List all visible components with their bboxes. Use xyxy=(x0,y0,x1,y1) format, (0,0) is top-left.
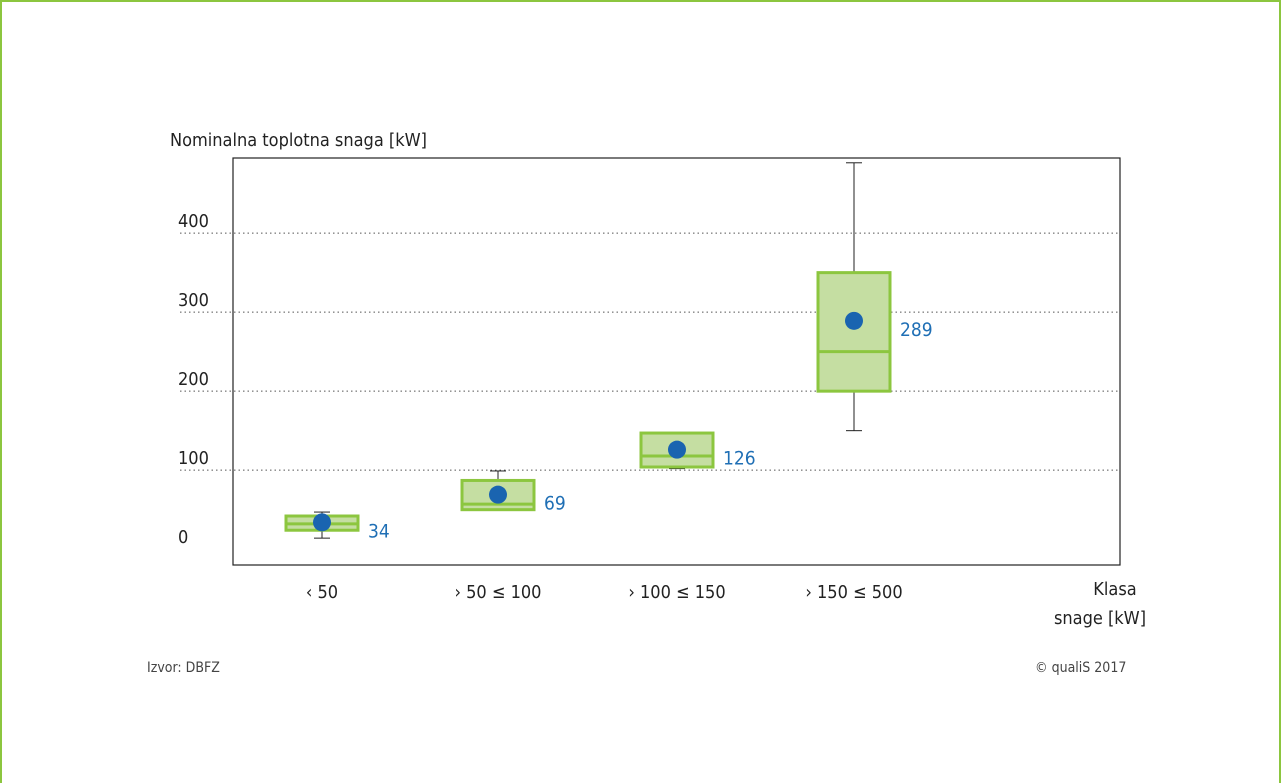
mean-marker xyxy=(489,485,507,504)
y-tick-labels: 0 100 200 300 400 xyxy=(178,211,209,548)
y-tick-label-300: 300 xyxy=(178,290,209,311)
copyright-note: © qualiS 2017 xyxy=(1035,660,1127,676)
category-label-3: › 100 ≤ 150 xyxy=(628,582,725,603)
category-label-4: › 150 ≤ 500 xyxy=(805,582,902,603)
x-axis-label-line1: Klasa xyxy=(1093,579,1136,600)
y-tick-label-100: 100 xyxy=(178,448,209,469)
boxes: 34 69 126 289 xyxy=(284,162,933,542)
mean-value-label: 69 xyxy=(544,493,566,515)
category-label-1: ‹ 50 xyxy=(306,582,338,603)
y-tick-label-0: 0 xyxy=(178,527,188,548)
mean-marker xyxy=(845,311,863,330)
box-group-1: 34 xyxy=(284,511,390,542)
x-axis-label-line2: snage [kW] xyxy=(1054,608,1146,629)
mean-value-label: 34 xyxy=(368,520,390,542)
x-tick-labels: ‹ 50 › 50 ≤ 100 › 100 ≤ 150 › 150 ≤ 500 xyxy=(306,582,903,603)
box-group-3: 126 xyxy=(639,431,756,470)
mean-value-label: 126 xyxy=(723,448,756,470)
box xyxy=(816,271,892,393)
mean-marker xyxy=(668,440,686,459)
mean-value-label: 289 xyxy=(900,319,933,341)
plot-border xyxy=(232,157,1121,566)
y-tick-label-400: 400 xyxy=(178,211,209,232)
source-note: Izvor: DBFZ xyxy=(147,660,220,676)
mean-marker xyxy=(313,513,331,532)
y-axis-label: Nominalna toplotna snaga [kW] xyxy=(170,130,427,151)
box-group-4: 289 xyxy=(816,162,933,432)
grid-lines xyxy=(180,232,1120,471)
box-group-2: 69 xyxy=(460,470,566,515)
y-tick-label-200: 200 xyxy=(178,369,209,390)
category-label-2: › 50 ≤ 100 xyxy=(455,582,542,603)
